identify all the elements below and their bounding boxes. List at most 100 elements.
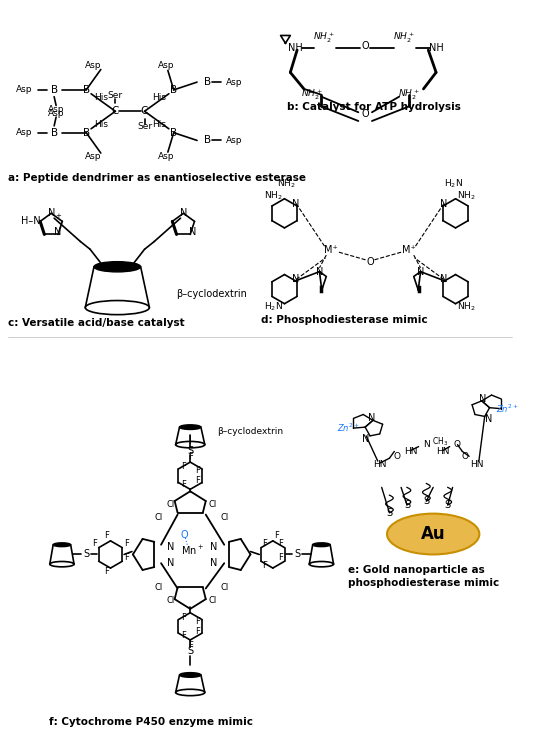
Text: Ser: Ser: [137, 123, 152, 131]
Text: Asp: Asp: [226, 77, 242, 86]
Text: Asp: Asp: [226, 136, 242, 145]
Text: N: N: [479, 394, 486, 404]
Text: M⁺: M⁺: [402, 245, 416, 255]
Text: N: N: [210, 558, 217, 568]
Text: Asp: Asp: [16, 128, 33, 137]
Text: |: |: [189, 435, 192, 444]
Text: O: O: [462, 452, 469, 461]
Text: N: N: [423, 440, 430, 449]
Text: F: F: [278, 553, 283, 562]
Text: CH$_3$: CH$_3$: [432, 435, 448, 448]
Text: d: Phosphodiesterase mimic: d: Phosphodiesterase mimic: [261, 315, 428, 325]
Text: F: F: [181, 463, 186, 472]
Text: β–cyclodextrin: β–cyclodextrin: [217, 427, 284, 436]
Text: N: N: [180, 208, 187, 218]
Text: S: S: [187, 446, 193, 456]
Text: $NH_2^+$: $NH_2^+$: [313, 31, 335, 46]
Text: F: F: [195, 466, 200, 475]
Text: Cl: Cl: [155, 583, 163, 592]
Text: F: F: [274, 531, 279, 540]
Text: F: F: [195, 617, 200, 626]
Text: F: F: [263, 561, 268, 570]
Text: $Zn^{2+}$: $Zn^{2+}$: [337, 422, 360, 434]
Text: Asp: Asp: [85, 61, 101, 70]
Ellipse shape: [94, 262, 140, 272]
Text: Cl: Cl: [208, 596, 217, 604]
Text: Mn$^+$: Mn$^+$: [180, 544, 203, 557]
Text: O: O: [362, 109, 369, 120]
Text: NH: NH: [288, 43, 303, 53]
Text: O: O: [366, 257, 374, 267]
Text: $Zn^{2+}$: $Zn^{2+}$: [497, 402, 519, 415]
Text: NH: NH: [429, 43, 443, 53]
Text: Asp: Asp: [158, 153, 174, 162]
Text: N: N: [293, 275, 300, 284]
Text: NH$_2$: NH$_2$: [264, 190, 282, 202]
Text: HN: HN: [470, 460, 484, 469]
Text: F: F: [124, 539, 129, 548]
Text: S: S: [187, 646, 193, 655]
Text: F: F: [92, 539, 97, 548]
Text: N: N: [417, 266, 424, 277]
Text: NH$_2$: NH$_2$: [458, 300, 476, 313]
Text: Cl: Cl: [155, 513, 163, 522]
Text: Asp: Asp: [85, 153, 101, 162]
Text: N: N: [210, 542, 217, 552]
Text: N: N: [363, 434, 370, 444]
Text: His: His: [152, 93, 166, 102]
Text: His: His: [152, 120, 166, 129]
Text: F: F: [124, 553, 129, 562]
Text: C: C: [141, 106, 148, 117]
Text: Cl: Cl: [220, 583, 229, 592]
Text: S: S: [445, 500, 451, 510]
Text: B: B: [170, 128, 177, 138]
Ellipse shape: [179, 672, 201, 677]
Text: F: F: [181, 613, 186, 622]
Text: B: B: [51, 128, 58, 138]
Text: H$_2$N: H$_2$N: [444, 178, 463, 190]
Text: F: F: [104, 568, 109, 576]
Text: F: F: [188, 452, 193, 461]
Text: Asp: Asp: [158, 61, 174, 70]
Text: O: O: [362, 41, 369, 51]
Text: C: C: [112, 106, 119, 117]
Text: c: Versatile acid/base catalyst: c: Versatile acid/base catalyst: [9, 318, 185, 328]
Text: B: B: [83, 128, 90, 138]
Text: N: N: [440, 199, 447, 209]
Text: phosphodiesterase mimic: phosphodiesterase mimic: [348, 578, 499, 587]
Text: H$_2$N: H$_2$N: [264, 300, 282, 313]
Text: H–N: H–N: [21, 216, 41, 227]
Text: f: Cytochrome P450 enzyme mimic: f: Cytochrome P450 enzyme mimic: [49, 717, 253, 727]
Text: NH$_2$: NH$_2$: [458, 190, 476, 202]
Text: HN: HN: [373, 460, 387, 469]
Text: Cl: Cl: [220, 513, 229, 522]
Text: His: His: [94, 93, 108, 102]
Text: F: F: [263, 539, 268, 548]
Text: HN: HN: [436, 447, 450, 456]
Text: O: O: [394, 452, 400, 461]
Text: Cl: Cl: [167, 596, 175, 604]
Text: N: N: [189, 227, 196, 238]
Text: N: N: [485, 414, 492, 424]
Text: Au: Au: [421, 525, 445, 543]
Text: $NH_2^+$: $NH_2^+$: [301, 88, 323, 102]
Text: His: His: [94, 120, 108, 129]
Text: O: O: [180, 530, 188, 540]
Text: S: S: [404, 500, 410, 510]
Text: N: N: [167, 542, 175, 552]
Text: B: B: [204, 136, 211, 145]
Text: $NH_2^+$: $NH_2^+$: [393, 31, 415, 46]
Text: O: O: [454, 440, 461, 449]
Text: +: +: [56, 213, 61, 218]
Ellipse shape: [179, 425, 201, 430]
Text: Cl: Cl: [208, 500, 217, 509]
Text: N: N: [440, 275, 447, 284]
Text: B: B: [83, 85, 90, 95]
Text: e: Gold nanoparticle as: e: Gold nanoparticle as: [348, 565, 484, 575]
Text: N: N: [48, 208, 55, 218]
Text: S: S: [387, 508, 392, 517]
Text: HN: HN: [404, 447, 418, 456]
Text: β–cyclodextrin: β–cyclodextrin: [176, 289, 247, 299]
Text: B: B: [204, 77, 211, 87]
Text: $NH_2^+$: $NH_2^+$: [398, 88, 420, 102]
